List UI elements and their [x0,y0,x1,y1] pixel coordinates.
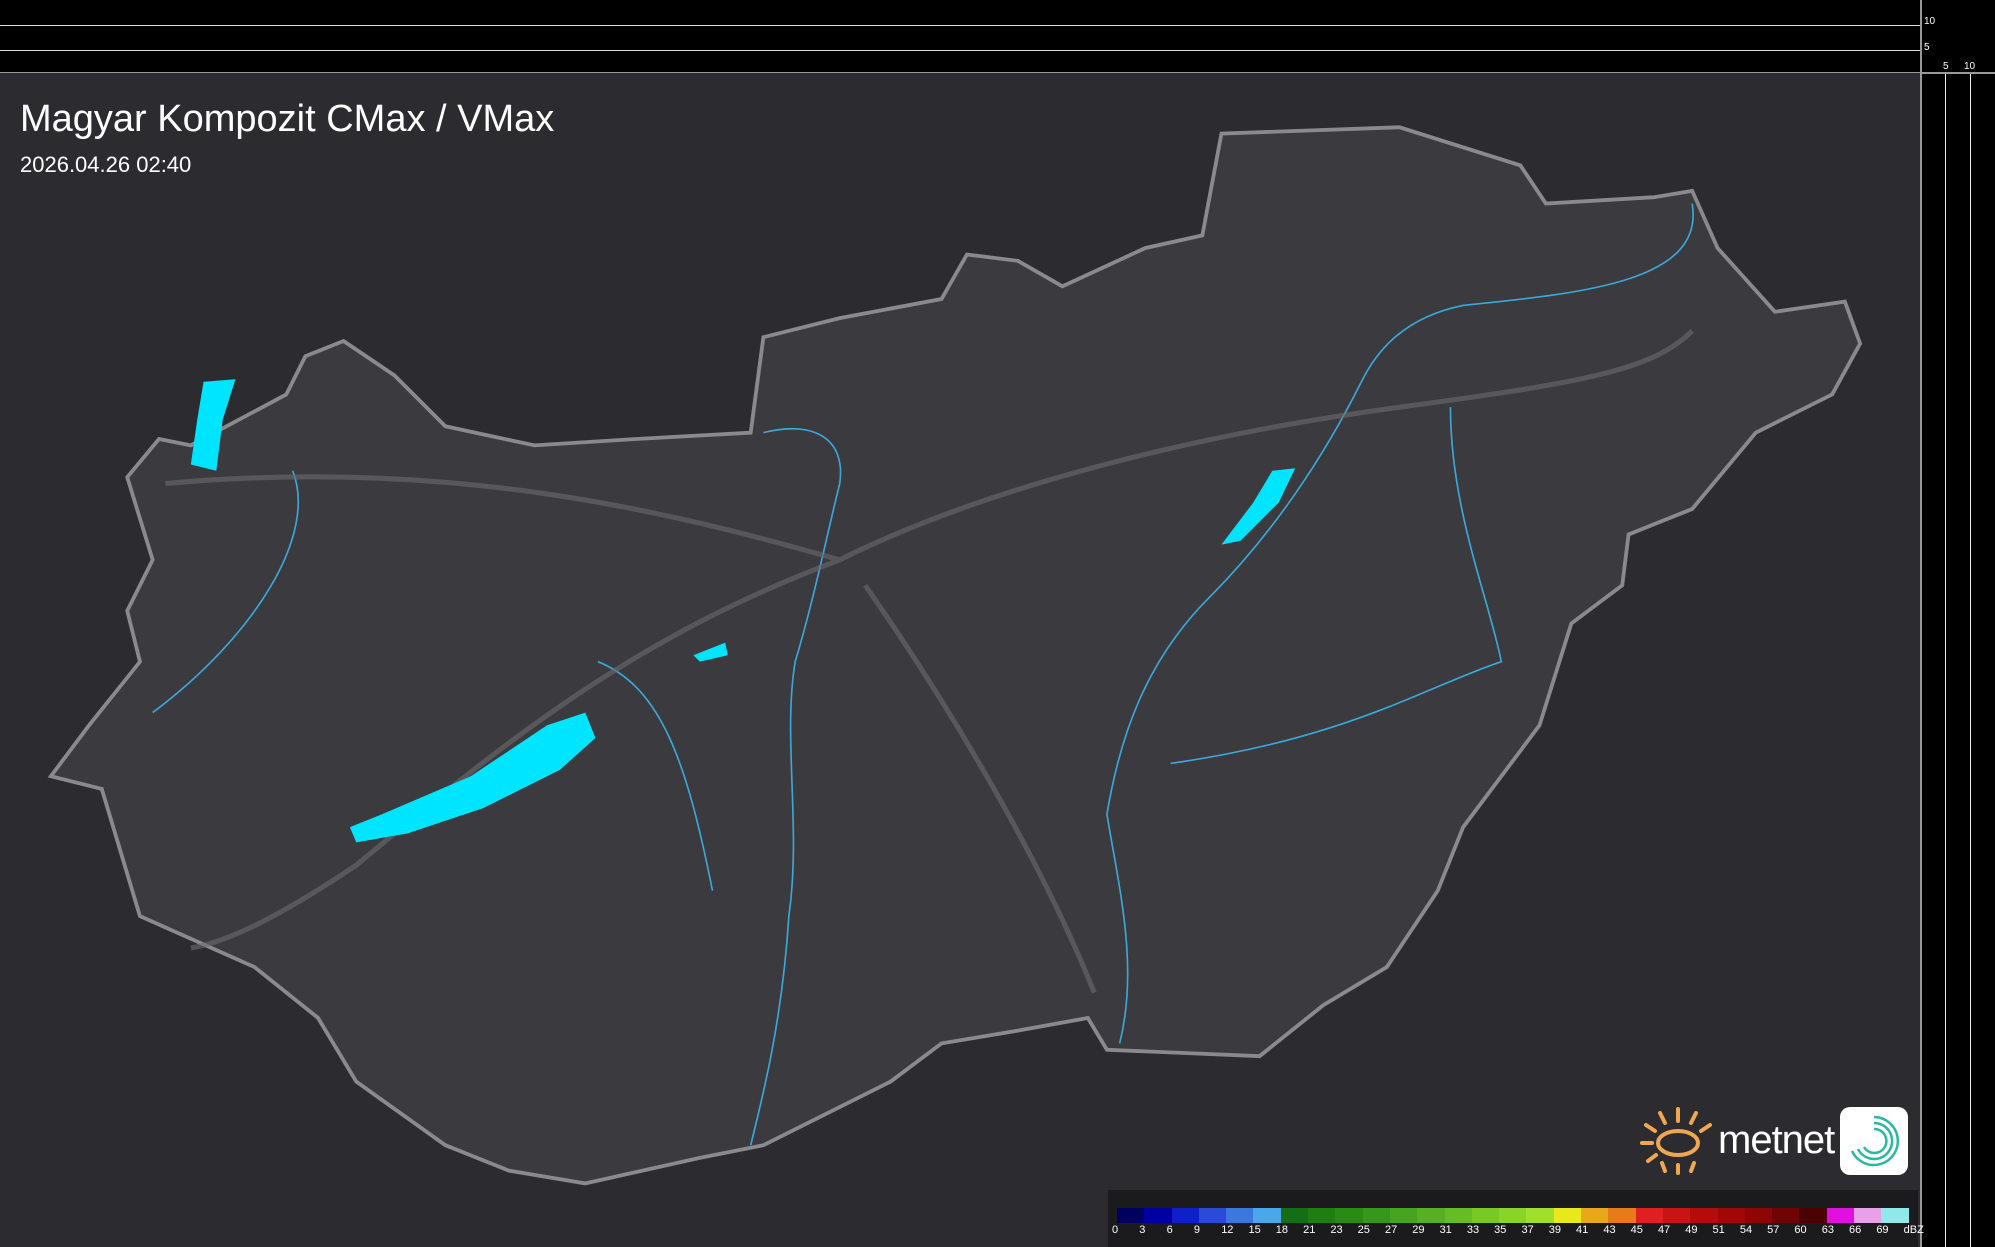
legend-label: 27 [1384,1224,1398,1236]
legend-color-swatch [1499,1208,1527,1223]
legend-color-swatch [1144,1208,1172,1223]
legend-color-swatch [1389,1208,1418,1223]
legend-color-swatch [1581,1208,1609,1223]
legend-color-swatch [1444,1208,1472,1223]
legend-label: 18 [1275,1224,1289,1236]
lake-tisza [1221,468,1296,545]
map-timestamp: 2026.04.26 02:40 [20,152,192,177]
legend-color-swatch [1198,1208,1227,1223]
legend-label: 45 [1630,1224,1643,1236]
legend-label: 49 [1685,1224,1698,1236]
legend-label: 0 [1112,1224,1119,1236]
scale-line [1945,73,1946,1247]
legend-color-swatch [1335,1208,1363,1223]
legend-label: 63 [1821,1224,1834,1236]
legend-label: 23 [1330,1224,1343,1236]
legend-label: 43 [1603,1224,1616,1236]
right-scale-column [1920,0,1995,1247]
brand-name: metnet [1718,1117,1835,1162]
legend-label: 33 [1466,1224,1480,1236]
legend-color-swatch [1881,1208,1909,1223]
legend-color-swatch [1226,1208,1254,1223]
scale-tick: 5 [1924,42,1930,53]
lake-ferto [190,379,236,471]
legend-unit: dBZ [1903,1224,1924,1236]
legend-color-swatch [1471,1208,1500,1223]
legend-color-swatch [1171,1208,1199,1223]
map-title: Magyar Kompozit CMax / VMax [20,98,555,140]
legend-color-swatch [1417,1208,1445,1223]
scale-line [1970,73,1971,1247]
legend-label: 54 [1739,1224,1753,1236]
legend-color-swatch [1744,1208,1773,1223]
legend-label: 3 [1139,1224,1146,1236]
legend-color-swatch [1662,1208,1691,1223]
legend-color-swatch [1526,1208,1554,1223]
lake-velence [693,642,728,662]
scale-tick: 10 [1964,61,1976,72]
legend-label: 29 [1412,1224,1425,1236]
legend-label: 31 [1439,1224,1452,1236]
sun-logo-icon [1640,1107,1712,1175]
legend-label: 21 [1303,1224,1316,1236]
legend-label: 47 [1657,1224,1671,1236]
legend-color-swatch [1690,1208,1718,1223]
legend-color-swatch [1826,1208,1855,1223]
legend-label: 39 [1548,1224,1561,1236]
legend-label: 9 [1193,1224,1201,1236]
legend-label: 35 [1494,1224,1507,1236]
legend-color-swatch [1553,1208,1582,1223]
legend-label: 69 [1876,1224,1889,1236]
lakes [190,379,1296,843]
lake-balaton [349,712,596,843]
swirl-app-icon [1840,1107,1908,1175]
scale-line [0,50,1920,51]
legend-label: 57 [1767,1224,1780,1236]
legend-color-swatch [1253,1208,1281,1223]
scale-line [0,72,1920,73]
rivers [152,203,1694,1146]
legend-color-swatch [1635,1208,1663,1223]
legend-label: 25 [1357,1224,1370,1236]
legend-label: 41 [1576,1224,1589,1236]
legend-label: 66 [1849,1224,1862,1236]
legend-color-swatch [1308,1208,1336,1223]
legend-color-swatch [1280,1208,1309,1223]
scale-tick: 10 [1924,16,1936,27]
legend-label: 6 [1166,1224,1173,1236]
scale-line [1922,72,1995,74]
legend-label: 15 [1248,1224,1261,1236]
scale-line [0,25,1920,26]
hungary-outline [47,125,1863,1186]
legend-color-swatch [1772,1208,1800,1223]
legend-label: 37 [1521,1224,1534,1236]
legend-color-swatch [1362,1208,1390,1223]
top-scale-band [0,0,1920,73]
legend-color-swatch [1117,1208,1145,1223]
legend-label: 12 [1221,1224,1234,1236]
legend-color-swatch [1854,1208,1882,1223]
legend-label: 60 [1794,1224,1807,1236]
legend-label: 51 [1712,1224,1725,1236]
legend-color-swatch [1799,1208,1827,1223]
legend-color-swatch [1717,1208,1745,1223]
dbz-color-legend: 0 3 6 9 12 15 18 21 23 25 27 29 31 33 35 37 39 41 43 45 47 49… [1108,1190,1924,1247]
metnet-logo: metnet [1638,1105,1835,1175]
scale-tick: 5 [1943,61,1949,72]
legend-color-swatch [1608,1208,1636,1223]
